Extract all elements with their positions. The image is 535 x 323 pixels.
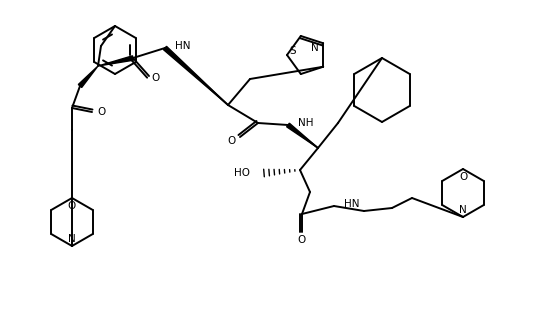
Text: O: O <box>152 73 160 83</box>
Text: O: O <box>228 136 236 146</box>
Text: N: N <box>311 43 319 53</box>
Text: HO: HO <box>234 168 250 178</box>
Text: O: O <box>68 201 76 211</box>
Text: S: S <box>289 46 296 56</box>
Text: HN: HN <box>344 199 360 209</box>
Text: N: N <box>68 234 76 244</box>
Polygon shape <box>98 56 134 66</box>
Text: NH: NH <box>298 118 314 128</box>
Text: N: N <box>459 205 467 215</box>
Polygon shape <box>287 123 318 148</box>
Polygon shape <box>164 46 228 105</box>
Text: O: O <box>298 235 306 245</box>
Text: O: O <box>459 172 467 182</box>
Text: HN: HN <box>175 41 190 51</box>
Polygon shape <box>78 66 98 88</box>
Text: O: O <box>97 107 105 117</box>
